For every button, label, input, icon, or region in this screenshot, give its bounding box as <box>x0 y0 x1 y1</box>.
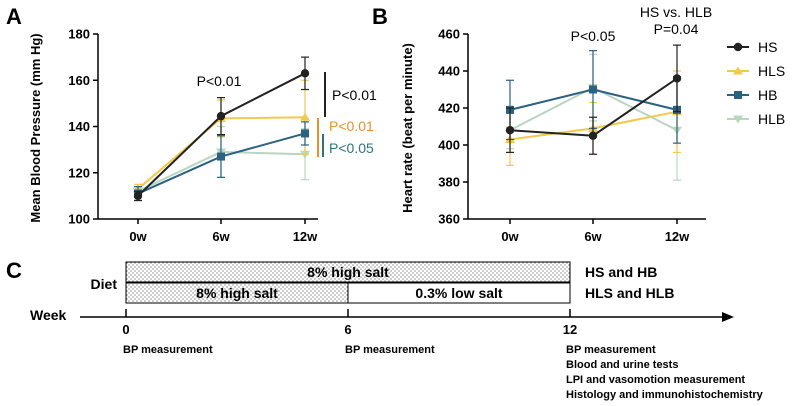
legend-label-hlb: HLB <box>758 111 785 127</box>
panel-a-p-6w: P<0.01 <box>197 73 242 89</box>
panel-b-series-hs <box>505 44 682 155</box>
legend-marker-hlb <box>733 115 743 124</box>
tick-label-0: 0 <box>122 322 129 337</box>
legend-label-hb: HB <box>758 87 777 103</box>
panel-a-xtick-label: 6w <box>212 229 230 244</box>
panel-a-letter: A <box>6 4 22 29</box>
panel-b-letter: B <box>372 4 388 29</box>
panel-c-timeline: Diet 8% high salt 8% high salt 0.3% low … <box>30 261 764 401</box>
end-item-3: LPI and vasomotion measurement <box>566 374 745 386</box>
group-top-label: HS and HB <box>585 264 657 280</box>
panel-a-ylabel: Mean Blood Pressure (mm Hg) <box>28 33 43 222</box>
panel-a-point <box>217 152 225 161</box>
panel-b-ytick-label: 360 <box>438 212 460 227</box>
panel-b-ytick-label: 460 <box>438 27 460 42</box>
panel-a-ytick-label: 160 <box>68 73 90 88</box>
panel-b-chart: Heart rate (beat per minute) 360 380 400 42… <box>400 4 712 244</box>
panel-a-p-hs: P<0.01 <box>332 87 377 103</box>
panel-b-point <box>672 74 682 83</box>
panel-a-series-hs <box>133 56 310 202</box>
panel-a-ytick-label: 100 <box>68 212 90 227</box>
tick-label-12: 12 <box>563 322 577 337</box>
panel-b-comp-title: HS vs. HLB <box>640 4 712 20</box>
legend-marker-hs <box>733 42 743 52</box>
panel-b-xtick-label: 0w <box>501 229 519 244</box>
bar-full-label: 8% high salt <box>307 264 389 280</box>
panel-b-ylabel: Heart rate (beat per minute) <box>400 43 415 213</box>
panel-b-point <box>588 131 598 140</box>
panel-a-xtick-label: 12w <box>293 229 318 244</box>
panel-b-point <box>589 85 597 94</box>
panel-a-point <box>133 191 143 201</box>
bar-half-high-label: 8% high salt <box>196 285 278 301</box>
panel-a-ytick-label: 180 <box>68 27 90 42</box>
end-item-2: Blood and urine tests <box>566 359 678 371</box>
legend-label-hls: HLS <box>758 63 785 79</box>
panel-a-point <box>300 69 310 78</box>
panel-b-ytick-label: 440 <box>438 64 460 79</box>
panel-b-comp-p: P=0.04 <box>654 21 699 37</box>
panel-b-ytick-label: 400 <box>438 138 460 153</box>
panel-b-ytick-label: 380 <box>438 175 460 190</box>
panel-b-xtick-label: 12w <box>665 229 690 244</box>
panel-b-ytick-label: 420 <box>438 101 460 116</box>
bar-full-high-salt <box>125 261 571 283</box>
panel-a-xtick-label: 0w <box>129 229 147 244</box>
panel-a-ytick-label: 120 <box>68 165 90 180</box>
bp-measurement-6: BP measurement <box>345 344 435 356</box>
panel-b-point <box>505 126 515 135</box>
week-label: Week <box>30 307 67 323</box>
legend-marker-hb <box>734 91 742 99</box>
panel-a-p-hls: P<0.01 <box>329 118 374 134</box>
panel-a-point <box>300 112 310 121</box>
legend: HS HLS HB HLB <box>727 39 785 127</box>
end-item-4: Histology and immunohistochemistry <box>566 389 764 401</box>
tick-label-6: 6 <box>344 322 351 337</box>
bp-measurement-0: BP measurement <box>123 344 213 356</box>
panel-a-ytick-label: 140 <box>68 119 90 134</box>
bar-half-low-salt <box>347 282 571 304</box>
bar-half-low-label: 0.3% low salt <box>415 285 502 301</box>
timeline-arrowhead <box>722 312 734 322</box>
panel-a-p-hb: P<0.05 <box>329 140 374 156</box>
end-item-1: BP measurement <box>566 344 656 356</box>
legend-label-hs: HS <box>758 39 777 55</box>
legend-marker-hls <box>733 66 743 75</box>
panel-a-chart: Mean Blood Pressure (mm Hg) 100 120 140 160… <box>28 27 377 245</box>
panel-a-point <box>216 111 226 121</box>
panel-c-letter: C <box>6 258 22 283</box>
panel-b-xtick-label: 6w <box>584 229 602 244</box>
group-bottom-label: HLS and HLB <box>585 285 674 301</box>
panel-a-point <box>301 129 309 138</box>
diet-label: Diet <box>91 276 118 292</box>
panel-b-p-6w: P<0.05 <box>571 28 616 44</box>
